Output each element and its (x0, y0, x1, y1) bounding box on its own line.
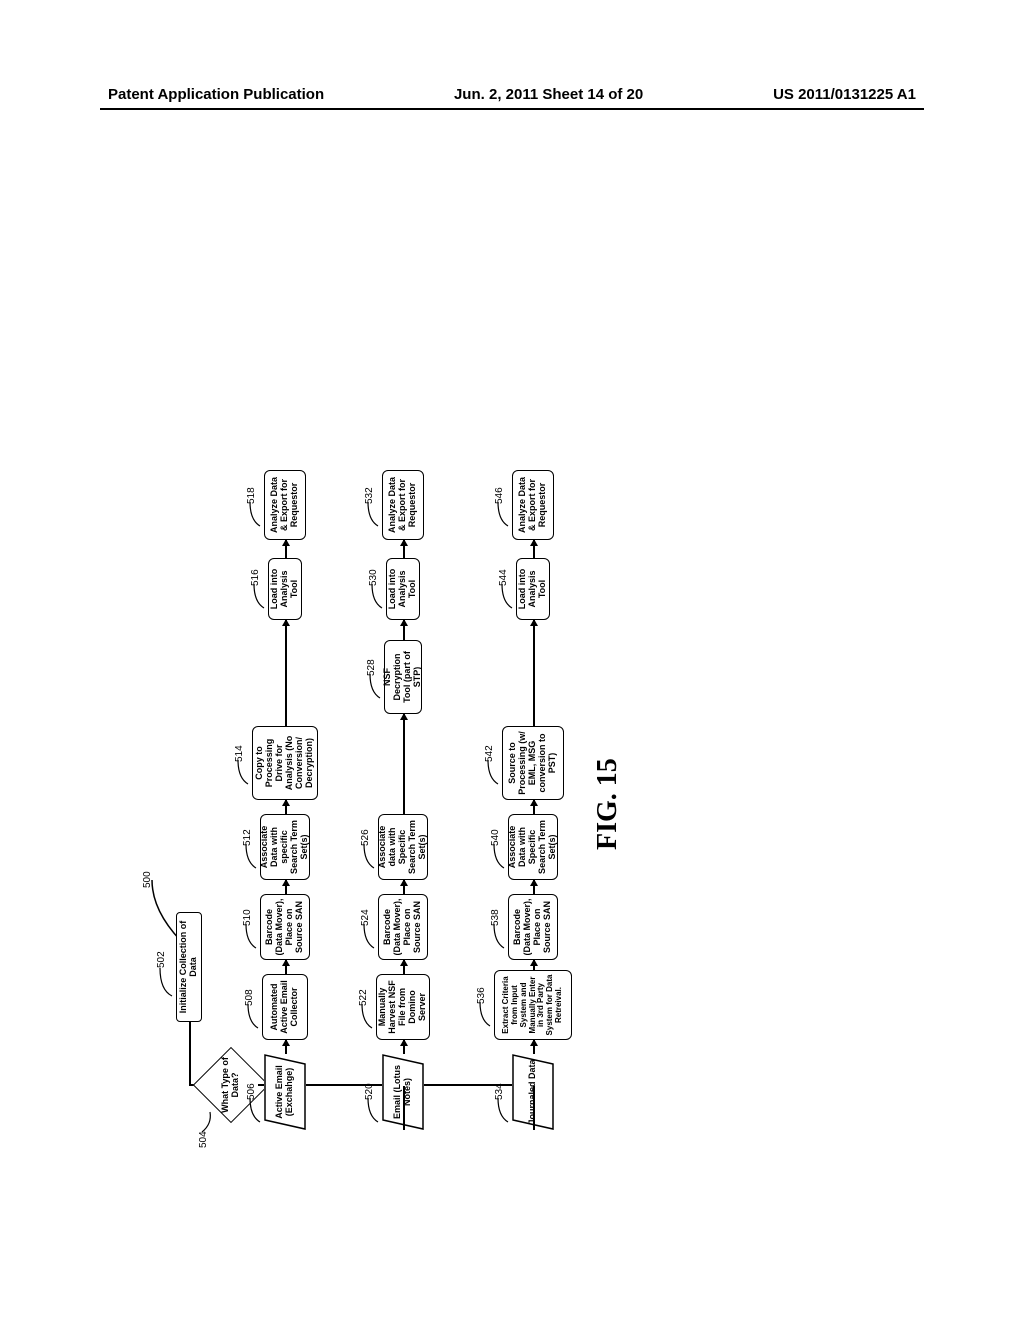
node-546: Analyze Data & Export for Requestor (512, 470, 554, 540)
ref-534-t: 534 (494, 1083, 505, 1100)
a (285, 880, 287, 894)
a (403, 960, 405, 974)
a (533, 880, 535, 894)
a (285, 620, 287, 726)
decision-label: What Type of Data? (221, 1050, 241, 1120)
ref-532-t: 532 (364, 487, 375, 504)
ref-538-t: 538 (490, 909, 501, 926)
node-530: Load into Analysis Tool (386, 558, 420, 620)
node-536: Extract Criteria from Input System and M… (494, 970, 572, 1040)
ref-524-t: 524 (360, 909, 371, 926)
figure-label: FIG. 15 (592, 758, 624, 850)
ref-502 (158, 964, 177, 1000)
node-520: Email (Lotus Notes) (382, 1054, 424, 1130)
node-514: Copy to Processing Drive for Analysis (N… (252, 726, 318, 800)
ref-536-t: 536 (476, 987, 487, 1004)
ref-506-t: 506 (246, 1083, 257, 1100)
ref-510-t: 510 (242, 909, 253, 926)
ref-528 (368, 672, 385, 702)
ref-542-t: 542 (484, 745, 495, 762)
header-rule (100, 108, 924, 110)
node-508: Automated Active Email Collector (262, 974, 308, 1040)
node-524: Barcode (Data Mover), Place on Source SA… (378, 894, 428, 960)
tick-504 (200, 1110, 214, 1134)
ref-530 (370, 582, 387, 612)
ref-518 (248, 500, 265, 530)
ref-546-t: 546 (494, 487, 505, 504)
flowchart: 500 Initialize Collection of Data 502 Wh… (172, 460, 852, 1140)
a (533, 540, 535, 558)
conn (189, 1044, 191, 1086)
ref-510 (244, 922, 261, 952)
ref-514-t: 514 (234, 745, 245, 762)
node-544: Load into Analysis Tool (516, 558, 550, 620)
ref-516 (252, 582, 269, 612)
ref-536 (478, 1000, 495, 1030)
node-534: Journaled Data (512, 1054, 554, 1130)
ref-518-t: 518 (246, 487, 257, 504)
a (533, 1040, 535, 1054)
node-initialize: Initialize Collection of Data (176, 912, 202, 1022)
a (285, 540, 287, 558)
ref-526-t: 526 (360, 829, 371, 846)
ref-520 (366, 1096, 383, 1126)
ref-544 (500, 582, 517, 612)
a (403, 620, 405, 640)
ref-508-t: 508 (244, 989, 255, 1006)
ref-538 (492, 922, 509, 952)
ref-532 (366, 500, 383, 530)
node-528: NSF Decryption Tool (part of STP) (384, 640, 422, 714)
ref-544-t: 544 (498, 569, 509, 586)
a (285, 800, 287, 814)
ref-506 (248, 1096, 265, 1126)
node-512: Associate Data with specific Search Term… (260, 814, 310, 880)
header-right: US 2011/0131225 A1 (773, 86, 916, 103)
ref-540 (492, 842, 509, 872)
a (403, 714, 405, 814)
ref-522-t: 522 (358, 989, 369, 1006)
ref-526 (362, 842, 379, 872)
ref-508 (246, 1002, 263, 1032)
a (285, 1040, 287, 1054)
ref-540-t: 540 (490, 829, 501, 846)
header-center: Jun. 2, 2011 Sheet 14 of 20 (454, 86, 643, 103)
a (403, 880, 405, 894)
ref-524 (362, 922, 379, 952)
node-532: Analyze Data & Export for Requestor (382, 470, 424, 540)
node-506: Active Email (Exchange) (264, 1054, 306, 1130)
header-left: Patent Application Publication (108, 86, 324, 103)
node-538: Barcode (Data Mover), Place on Source SA… (508, 894, 558, 960)
ref-528-t: 528 (366, 659, 377, 676)
conn (189, 1022, 191, 1044)
ref-520-t: 520 (364, 1083, 375, 1100)
a (533, 960, 535, 970)
node-510: Barcode (Data Mover), Place on Source SA… (260, 894, 310, 960)
node-516: Load into Analysis Tool (268, 558, 302, 620)
a (533, 800, 535, 814)
ref-514 (236, 758, 253, 788)
ref-530-t: 530 (368, 569, 379, 586)
node-542: Source to Processing (w/ EML, MSG conver… (502, 726, 564, 800)
ref-516-t: 516 (250, 569, 261, 586)
ref-512-t: 512 (242, 829, 253, 846)
node-526: Associate data with Specific Search Term… (378, 814, 428, 880)
a (403, 540, 405, 558)
figure-15: 500 Initialize Collection of Data 502 Wh… (172, 460, 852, 1140)
a (403, 1040, 405, 1054)
ref-546 (496, 500, 513, 530)
ref-534 (496, 1096, 513, 1126)
node-540: Associate Data with Specific Search Term… (508, 814, 558, 880)
node-522: Manually Harvest NSF File from Domino Se… (376, 974, 430, 1040)
node-518: Analyze Data & Export for Requestor (264, 470, 306, 540)
ref-502-txt: 502 (156, 951, 167, 968)
ref-542 (486, 758, 503, 788)
ref-522 (360, 1002, 377, 1032)
a (533, 620, 535, 726)
ref-512 (244, 842, 261, 872)
a (285, 960, 287, 974)
